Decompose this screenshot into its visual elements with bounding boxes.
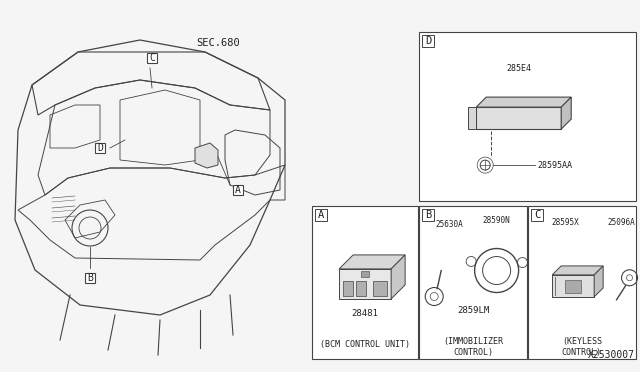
- Bar: [312, 206, 418, 359]
- Text: 25096A: 25096A: [607, 218, 636, 227]
- Text: D: D: [425, 36, 431, 46]
- Bar: [233, 185, 243, 195]
- Text: X2530007: X2530007: [588, 350, 635, 360]
- Text: B: B: [87, 273, 93, 283]
- Text: 28590N: 28590N: [483, 216, 511, 225]
- Text: C: C: [149, 53, 155, 63]
- Bar: [95, 143, 105, 153]
- Polygon shape: [195, 143, 218, 168]
- Bar: [419, 32, 636, 201]
- Polygon shape: [339, 255, 405, 269]
- Text: 285E4: 285E4: [506, 64, 531, 73]
- Polygon shape: [476, 97, 572, 107]
- Bar: [565, 280, 581, 292]
- Bar: [356, 281, 366, 296]
- Bar: [361, 271, 369, 277]
- Polygon shape: [552, 266, 603, 275]
- Text: 2859LM: 2859LM: [457, 306, 489, 315]
- Bar: [528, 206, 636, 359]
- Text: A: A: [318, 211, 324, 221]
- Polygon shape: [476, 107, 561, 129]
- Polygon shape: [468, 107, 476, 129]
- Text: 28595AA: 28595AA: [537, 161, 572, 170]
- Bar: [147, 53, 157, 63]
- Bar: [419, 206, 527, 359]
- Text: (BCM CONTROL UNIT): (BCM CONTROL UNIT): [320, 340, 410, 349]
- Polygon shape: [339, 269, 391, 299]
- Polygon shape: [561, 97, 572, 129]
- Polygon shape: [594, 266, 603, 297]
- Bar: [316, 209, 327, 221]
- Text: A: A: [235, 185, 241, 195]
- Text: 25630A: 25630A: [435, 220, 463, 229]
- Text: D: D: [97, 143, 103, 153]
- Text: 28595X: 28595X: [552, 218, 579, 227]
- Polygon shape: [391, 255, 405, 299]
- Text: (IMMOBILIZER
CONTROL): (IMMOBILIZER CONTROL): [443, 337, 503, 357]
- Bar: [422, 209, 434, 221]
- Bar: [343, 281, 353, 296]
- Text: 28481: 28481: [352, 309, 378, 318]
- Bar: [373, 281, 387, 296]
- Polygon shape: [552, 275, 594, 297]
- Text: B: B: [425, 211, 431, 221]
- Bar: [85, 273, 95, 283]
- Text: SEC.680: SEC.680: [196, 38, 240, 48]
- Bar: [422, 35, 434, 46]
- Bar: [531, 209, 543, 221]
- Text: (KEYLESS
CONTROL): (KEYLESS CONTROL): [562, 337, 602, 357]
- Text: C: C: [534, 211, 540, 221]
